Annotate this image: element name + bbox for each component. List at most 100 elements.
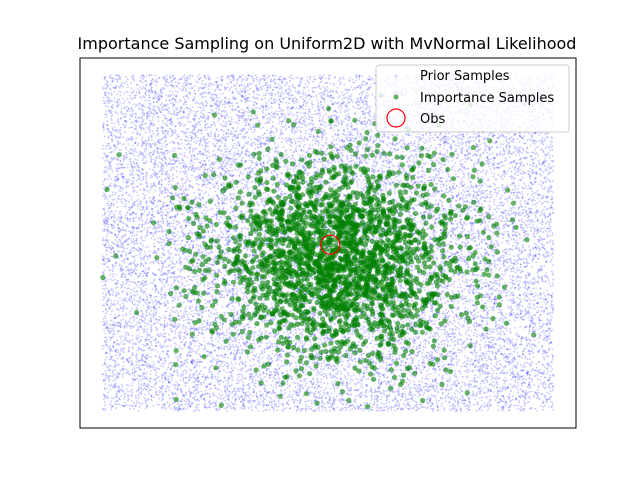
prior-sample-point	[485, 193, 488, 196]
prior-sample-point	[493, 331, 495, 334]
prior-sample-point	[484, 346, 487, 349]
prior-sample-point	[192, 275, 195, 278]
prior-sample-point	[107, 376, 109, 378]
prior-sample-point	[278, 116, 281, 119]
prior-sample-point	[336, 369, 339, 371]
prior-sample-point	[243, 405, 245, 408]
prior-sample-point	[337, 364, 339, 367]
prior-sample-point	[358, 373, 361, 376]
prior-sample-point	[128, 320, 131, 323]
prior-sample-point	[458, 134, 460, 137]
prior-sample-point	[266, 172, 269, 174]
prior-sample-point	[397, 365, 400, 368]
prior-sample-point	[519, 146, 522, 149]
prior-sample-point	[325, 138, 328, 141]
prior-sample-point	[528, 256, 530, 258]
prior-sample-point	[168, 141, 171, 144]
prior-sample-point	[414, 404, 416, 407]
prior-sample-point	[169, 210, 172, 213]
prior-sample-point	[163, 143, 165, 145]
prior-sample-point	[206, 177, 208, 180]
prior-sample-point	[228, 335, 231, 337]
prior-sample-point	[292, 334, 295, 336]
prior-sample-point	[265, 108, 267, 111]
prior-sample-point	[355, 161, 358, 164]
prior-sample-point	[224, 159, 226, 161]
prior-sample-point	[119, 241, 122, 243]
prior-sample-point	[532, 226, 535, 229]
prior-sample-point	[119, 270, 122, 273]
prior-sample-point	[272, 389, 274, 392]
prior-sample-point	[225, 139, 228, 141]
prior-sample-point	[336, 116, 339, 119]
prior-sample-point	[112, 397, 115, 400]
prior-sample-point	[158, 161, 161, 164]
prior-sample-point	[519, 165, 522, 167]
prior-sample-point	[453, 374, 456, 377]
prior-sample-point	[261, 320, 263, 323]
prior-sample-point	[182, 88, 184, 90]
prior-sample-point	[260, 184, 263, 186]
prior-sample-point	[212, 143, 215, 145]
prior-sample-point	[265, 342, 267, 344]
prior-sample-point	[373, 388, 376, 391]
prior-sample-point	[183, 277, 186, 279]
prior-sample-point	[195, 196, 198, 199]
prior-sample-point	[373, 402, 376, 405]
prior-sample-point	[225, 233, 228, 236]
prior-sample-point	[540, 334, 542, 337]
prior-sample-point	[528, 362, 531, 365]
prior-sample-point	[451, 166, 453, 169]
prior-sample-point	[263, 361, 265, 364]
prior-sample-point	[497, 409, 500, 411]
prior-sample-point	[504, 157, 507, 160]
prior-sample-point	[242, 342, 245, 345]
prior-sample-point	[232, 75, 235, 78]
prior-sample-point	[509, 175, 511, 178]
prior-sample-point	[362, 409, 365, 412]
prior-sample-point	[244, 132, 247, 135]
prior-sample-point	[402, 287, 405, 290]
prior-sample-point	[470, 385, 473, 388]
prior-sample-point	[187, 114, 189, 116]
prior-sample-point	[139, 183, 142, 186]
prior-sample-point	[536, 275, 539, 277]
prior-sample-point	[189, 121, 192, 124]
prior-sample-point	[465, 223, 467, 226]
prior-sample-point	[228, 343, 231, 346]
prior-sample-point	[403, 369, 405, 372]
prior-sample-point	[422, 140, 425, 143]
prior-sample-point	[225, 133, 228, 136]
prior-sample-point	[487, 350, 490, 353]
prior-sample-point	[111, 294, 114, 296]
prior-sample-point	[334, 146, 336, 149]
prior-sample-point	[516, 170, 519, 173]
prior-sample-point	[176, 372, 179, 375]
prior-sample-point	[499, 344, 502, 347]
prior-sample-point	[188, 391, 191, 393]
prior-sample-point	[102, 318, 105, 320]
prior-sample-point	[241, 367, 244, 370]
prior-sample-point	[357, 150, 359, 153]
prior-sample-point	[346, 365, 349, 368]
prior-sample-point	[442, 286, 445, 289]
prior-sample-point	[422, 349, 425, 351]
prior-sample-point	[531, 199, 533, 202]
prior-sample-point	[491, 336, 493, 339]
prior-sample-point	[225, 331, 228, 333]
prior-sample-point	[166, 188, 169, 191]
prior-sample-point	[277, 189, 280, 191]
prior-sample-point	[532, 171, 534, 174]
prior-sample-point	[533, 220, 535, 223]
prior-sample-point	[369, 402, 371, 405]
prior-sample-point	[329, 397, 331, 400]
prior-sample-point	[223, 384, 226, 387]
prior-sample-point	[476, 351, 478, 354]
prior-sample-point	[120, 388, 122, 391]
prior-sample-point	[479, 373, 482, 376]
prior-sample-point	[319, 192, 321, 195]
prior-sample-point	[189, 405, 192, 408]
prior-sample-point	[129, 242, 132, 245]
prior-sample-point	[468, 370, 471, 373]
prior-sample-point	[193, 240, 196, 243]
